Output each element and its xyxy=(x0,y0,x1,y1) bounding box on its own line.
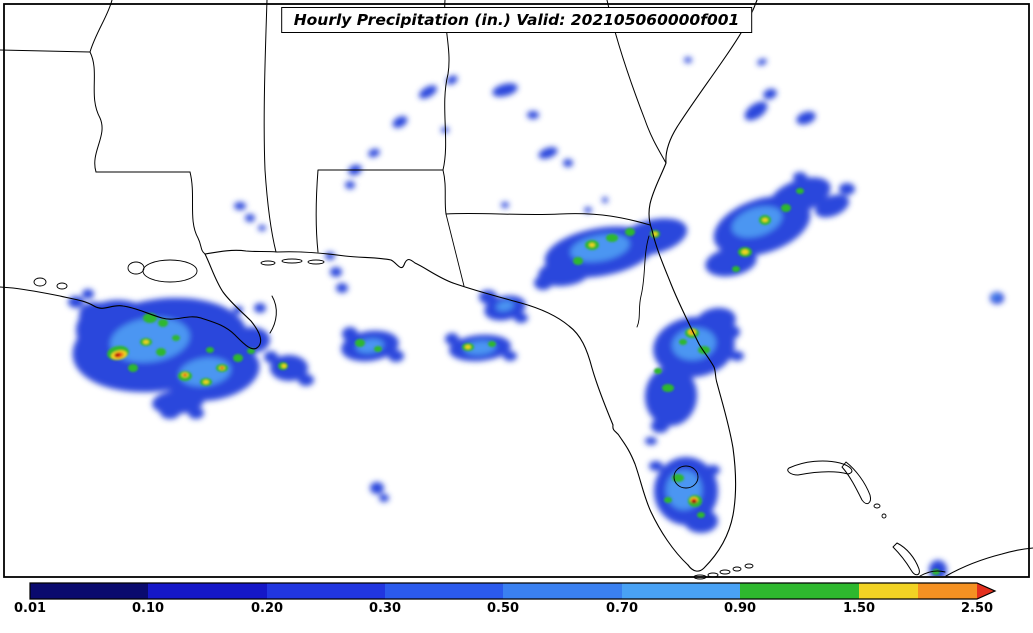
map-title-text: Hourly Precipitation (in.) Valid: 202105… xyxy=(293,11,740,29)
colorbar-tick-label: 0.30 xyxy=(368,601,402,616)
colorbar-tick-label: 0.10 xyxy=(131,601,165,616)
colorbar-tick-label: 0.50 xyxy=(486,601,520,616)
map-title: Hourly Precipitation (in.) Valid: 202105… xyxy=(280,7,753,33)
colorbar-tick-label: 2.50 xyxy=(960,601,994,616)
colorbar-tick-label: 0.01 xyxy=(13,601,47,616)
colorbar-tick-label: 0.90 xyxy=(723,601,757,616)
colorbar-labels: 0.01 0.10 0.20 0.30 0.50 0.70 0.90 1.50 2.50 xyxy=(0,601,1033,619)
colorbar-tick-label: 0.20 xyxy=(250,601,284,616)
colorbar-tick-label: 0.70 xyxy=(605,601,639,616)
colorbar-tick-label: 1.50 xyxy=(842,601,876,616)
colorbar xyxy=(29,582,997,600)
